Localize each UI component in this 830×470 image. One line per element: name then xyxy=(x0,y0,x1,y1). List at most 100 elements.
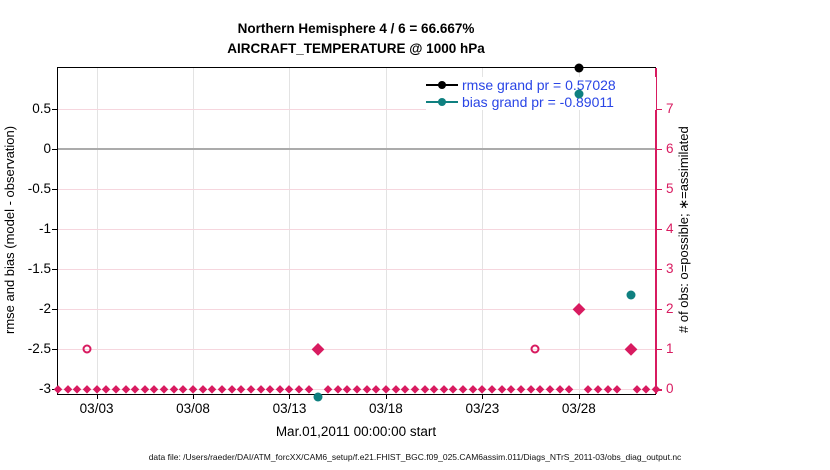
zero-row-marker xyxy=(227,385,236,393)
legend-entry-bias: bias grand pr = -0.89011 xyxy=(426,94,656,110)
zero-row-marker xyxy=(102,385,111,393)
zero-row-marker xyxy=(459,385,467,393)
gridline-horizontal xyxy=(58,189,656,190)
right-tick-mark xyxy=(656,188,662,191)
possible-obs-marker xyxy=(530,344,540,354)
x-tick-mark xyxy=(385,394,387,399)
left-tick-mark xyxy=(52,229,57,230)
legend-bias-dot xyxy=(438,98,446,106)
zero-row-marker xyxy=(382,385,390,393)
gridline-horizontal xyxy=(58,309,656,310)
zero-row-marker xyxy=(275,385,284,393)
gridline-horizontal xyxy=(58,229,656,230)
left-tick-label: 0 xyxy=(43,141,51,156)
right-tick-label: 6 xyxy=(666,140,674,156)
zero-row-marker xyxy=(603,385,612,393)
plot-area: 03/03 03/08 03/13 03/18 03/23 03/28 0.5 0 -0.5 -1… xyxy=(28,63,674,416)
zero-row-marker xyxy=(401,385,410,393)
zero-row-marker xyxy=(198,385,207,393)
right-tick-label: 7 xyxy=(666,100,674,116)
left-tick-label: 0.5 xyxy=(32,101,51,116)
left-tick-label: -0.5 xyxy=(27,181,51,196)
zero-row-marker xyxy=(83,385,91,393)
x-tick-mark xyxy=(289,394,291,399)
left-tick-mark xyxy=(52,349,57,350)
data-file-path: data file: /Users/raeder/DAI/ATM_forcXX/… xyxy=(148,452,682,462)
zero-row-marker xyxy=(111,385,120,393)
zero-row-marker xyxy=(237,385,246,393)
zero-row-marker xyxy=(555,385,564,393)
assimilated-obs-marker xyxy=(624,342,637,355)
assimilated-obs-marker xyxy=(572,302,585,315)
legend-rmse-label: rmse grand pr = 0.57028 xyxy=(462,77,616,93)
zero-row-marker xyxy=(517,385,525,393)
right-tick-mark xyxy=(656,108,662,110)
zero-row-marker xyxy=(54,385,62,393)
plot-title-line2: AIRCRAFT_TEMPERATURE @ 1000 hPa xyxy=(227,41,485,56)
zero-row-marker xyxy=(488,385,496,393)
plot-title-line1: Northern Hemisphere 4 / 6 = 66.667% xyxy=(237,21,475,36)
legend-rmse-dot xyxy=(438,81,446,89)
legend: rmse grand pr = 0.57028 bias grand pr = … xyxy=(426,77,656,110)
grid-layer: 03/03 03/08 03/13 03/18 03/23 03/28 0.5 0 -0.5 -1… xyxy=(28,68,674,416)
x-tick-mark xyxy=(482,394,484,399)
left-tick-label: -1 xyxy=(38,221,51,236)
left-tick-mark xyxy=(52,309,57,310)
zero-row-marker xyxy=(285,385,294,393)
right-tick-mark xyxy=(656,228,662,231)
zero-row-marker xyxy=(507,385,516,393)
zero-row-marker xyxy=(247,385,255,393)
left-tick-label: -3 xyxy=(38,381,51,396)
right-tick-mark xyxy=(656,148,662,151)
left-tick-mark xyxy=(52,109,57,110)
right-tick-label: 1 xyxy=(666,340,674,356)
gridline-vertical xyxy=(96,68,98,394)
zero-row-marker xyxy=(372,385,381,393)
zero-row-marker xyxy=(333,385,342,393)
left-tick-label: -2 xyxy=(38,301,51,316)
right-axis-spine xyxy=(655,68,657,394)
gridline-vertical xyxy=(385,68,387,394)
left-tick-mark xyxy=(52,149,57,150)
zero-row-marker xyxy=(131,385,140,393)
assimilated-obs-marker xyxy=(312,342,325,355)
left-tick-mark xyxy=(52,269,57,270)
x-tick-label: 03/08 xyxy=(176,401,210,416)
zero-row-marker xyxy=(478,385,487,393)
gridline-horizontal xyxy=(58,349,656,350)
x-tick-mark xyxy=(96,394,98,399)
zero-row-marker xyxy=(324,385,332,393)
right-tick-label: 3 xyxy=(666,260,674,276)
right-y-axis-label: # of obs: o=possible; ∗=assimilated xyxy=(676,126,691,334)
legend-rmse-marker-icon xyxy=(426,81,458,90)
x-axis-label: Mar.01,2011 00:00:00 start xyxy=(275,424,437,439)
right-tick-label: 0 xyxy=(666,381,674,396)
zero-row-marker xyxy=(208,385,217,393)
zero-row-marker xyxy=(304,385,313,393)
zero-row-marker xyxy=(169,385,178,393)
right-tick-label: 4 xyxy=(666,220,674,236)
left-tick-mark xyxy=(52,189,57,190)
zero-row-marker xyxy=(160,385,168,393)
zero-row-marker xyxy=(362,385,371,393)
zero-row-marker xyxy=(652,385,660,393)
rmse-marker xyxy=(574,63,584,73)
zero-row-marker xyxy=(594,385,603,393)
x-tick-label: 03/03 xyxy=(79,401,114,416)
zero-row-marker xyxy=(439,385,448,393)
zero-row-marker xyxy=(73,385,82,393)
marker-layer xyxy=(54,63,660,402)
x-tick-label: 03/28 xyxy=(561,401,596,416)
right-tick-label: 2 xyxy=(666,300,674,316)
zero-row-marker xyxy=(613,385,622,393)
zero-row-marker xyxy=(150,385,159,393)
possible-obs-marker xyxy=(82,344,92,354)
zero-row-marker xyxy=(468,385,477,393)
left-tick-label: -2.5 xyxy=(27,341,51,356)
x-tick-label: 03/13 xyxy=(272,401,307,416)
zero-row-marker xyxy=(449,385,458,393)
x-tick-mark xyxy=(578,394,580,399)
gridline-vertical xyxy=(193,68,195,394)
gridline-horizontal xyxy=(58,269,656,270)
